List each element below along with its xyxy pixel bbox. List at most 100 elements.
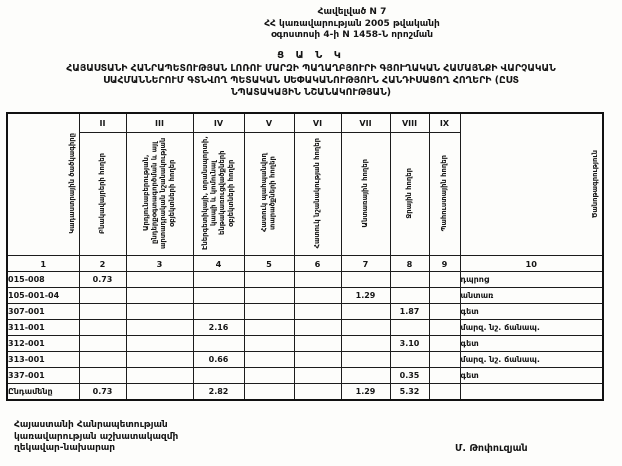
- total-label: Ընդամենը: [6, 383, 80, 401]
- num-cell: [125, 319, 194, 336]
- footer-line-2: կառավարության աշխատակազմի: [14, 431, 179, 442]
- num-cell: [78, 303, 127, 320]
- num-cell: [243, 383, 295, 401]
- column-number-10: 10: [459, 255, 604, 272]
- roman-numeral-VII: VII: [340, 112, 391, 133]
- column-header-infrastructure-lands: Էներգետիկայի, տրանսպորտի, կապի և կոմունա…: [192, 132, 245, 256]
- num-cell: [192, 367, 245, 384]
- num-cell: [340, 335, 391, 352]
- num-cell: [293, 351, 342, 368]
- num-cell: 0.66: [192, 351, 245, 368]
- num-cell: [389, 287, 430, 304]
- num-cell: [428, 319, 461, 336]
- num-cell: [78, 351, 127, 368]
- column-header-forest-lands: Անտառային հողեր: [340, 132, 391, 256]
- num-cell: [125, 335, 194, 352]
- num-cell: 0.73: [78, 271, 127, 288]
- num-cell: [125, 383, 194, 401]
- subtitle-line-2: ՍԱՀՄԱՆՆԵՐՈՒՄ ԳՏՆՎՈՂ ՊԵՏԱԿԱՆ ՍԵՓԱԿԱՆՈՒԹՅՈ…: [103, 75, 519, 86]
- num-cell: 1.29: [340, 383, 391, 401]
- column-number-7: 7: [340, 255, 391, 272]
- num-cell: 1.29: [340, 287, 391, 304]
- num-cell: [293, 271, 342, 288]
- column-number-3: 3: [125, 255, 194, 272]
- num-cell: [428, 303, 461, 320]
- num-cell: 0.73: [78, 383, 127, 401]
- num-cell: [340, 271, 391, 288]
- num-cell: [192, 287, 245, 304]
- code-cell: 313-001: [6, 351, 80, 368]
- column-number-8: 8: [389, 255, 430, 272]
- roman-numeral-VI: VI: [293, 112, 342, 133]
- table-row: 307-001 1.87 գետ: [6, 303, 604, 320]
- note-cell: գետ: [459, 303, 604, 320]
- num-cell: 2.16: [192, 319, 245, 336]
- note-cell: անտառ: [459, 287, 604, 304]
- num-cell: [293, 367, 342, 384]
- note-cell: դպրոց: [459, 271, 604, 288]
- num-cell: [243, 335, 295, 352]
- column-number-6: 6: [293, 255, 342, 272]
- num-cell: 3.10: [389, 335, 430, 352]
- note-cell: մարզ. նշ. ճանապ.: [459, 351, 604, 368]
- table-row: 312-001 3.10 գետ: [6, 335, 604, 352]
- roman-numeral-row: Կադաստրային ծածկագիրը II III IV V VI VII…: [6, 112, 604, 256]
- num-cell: [428, 383, 461, 401]
- code-cell: 311-001: [6, 319, 80, 336]
- note-cell: [459, 383, 604, 401]
- note-cell: գետ: [459, 335, 604, 352]
- column-number-1: 1: [6, 255, 80, 272]
- code-cell: 105-001-04: [6, 287, 80, 304]
- appendix-line-1: Հավելված N 7: [317, 7, 387, 17]
- num-cell: [125, 271, 194, 288]
- code-cell: 337-001: [6, 367, 80, 384]
- table-row: 311-001 2.16 մարզ. նշ. ճանապ.: [6, 319, 604, 336]
- num-cell: [340, 319, 391, 336]
- land-categories-table: Կադաստրային ծածկագիրը II III IV V VI VII…: [6, 112, 604, 401]
- table-row: 015-008 0.73 դպրոց: [6, 271, 604, 288]
- num-cell: [293, 303, 342, 320]
- column-header-industrial-lands: Արդյունաբերության, ընդերքօգտագործման և ա…: [125, 132, 194, 256]
- footer-line-1: Հայաստանի Հանրապետության: [14, 420, 168, 430]
- num-cell: [293, 335, 342, 352]
- num-cell: [243, 303, 295, 320]
- num-cell: 1.87: [389, 303, 430, 320]
- roman-numeral-VIII: VIII: [389, 112, 430, 133]
- table-header: Կադաստրային ծածկագիրը II III IV V VI VII…: [6, 112, 604, 272]
- num-cell: [293, 319, 342, 336]
- num-cell: 2.82: [192, 383, 245, 401]
- num-cell: [78, 287, 127, 304]
- roman-numeral-IX: IX: [428, 112, 461, 133]
- appendix-line-3: օգոստոսի 4-ի N 1458-Ն որոշման: [270, 30, 434, 40]
- num-cell: [243, 287, 295, 304]
- document-heading: Ց Ա Ն Կ: [277, 50, 345, 61]
- num-cell: [78, 319, 127, 336]
- roman-numeral-V: V: [243, 112, 295, 133]
- num-cell: [78, 335, 127, 352]
- code-cell: 312-001: [6, 335, 80, 352]
- subtitle-line-3: ՆՊԱՏԱԿԱՅԻՆ ՆՇԱՆԱԿՈՒԹՅԱՆ): [231, 87, 391, 98]
- subtitle-line-1: ՀԱՅԱՍՏԱՆԻ ՀԱՆՐԱՊԵՏՈՒԹՅԱՆ ԼՈՌՈՒ ՄԱՐԶԻ ՊԱՂ…: [66, 63, 556, 74]
- appendix-line-2: ՀՀ կառավարության 2005 թվականի: [264, 18, 440, 29]
- footer-line-3: ղեկավար-նախարար: [14, 443, 116, 453]
- column-number-9: 9: [428, 255, 461, 272]
- column-number-row: 1 2 3 4 5 6 7 8 9 10: [6, 255, 604, 272]
- total-row: Ընդամենը 0.73 2.82 1.29 5.32: [6, 383, 604, 401]
- num-cell: [243, 319, 295, 336]
- column-header-special-purpose-lands: Հատուկ նշանակության հողեր: [293, 132, 342, 256]
- cadastral-code-label: Կադաստրային ծածկագիրը: [67, 133, 76, 234]
- num-cell: [243, 367, 295, 384]
- code-cell: 015-008: [6, 271, 80, 288]
- num-cell: [389, 351, 430, 368]
- num-cell: [389, 271, 430, 288]
- num-cell: [125, 351, 194, 368]
- document-subtitle: ՀԱՅԱՍՏԱՆԻ ՀԱՆՐԱՊԵՏՈՒԹՅԱՆ ԼՈՌՈՒ ՄԱՐԶԻ ՊԱՂ…: [4, 63, 618, 99]
- code-cell: 307-001: [6, 303, 80, 320]
- num-cell: [428, 351, 461, 368]
- roman-numeral-II: II: [78, 112, 127, 133]
- num-cell: [389, 319, 430, 336]
- column-header-cadastral-code: Կադաստրային ծածկագիրը: [6, 112, 80, 256]
- num-cell: 5.32: [389, 383, 430, 401]
- column-header-water-lands: Ջրային հողեր: [389, 132, 430, 256]
